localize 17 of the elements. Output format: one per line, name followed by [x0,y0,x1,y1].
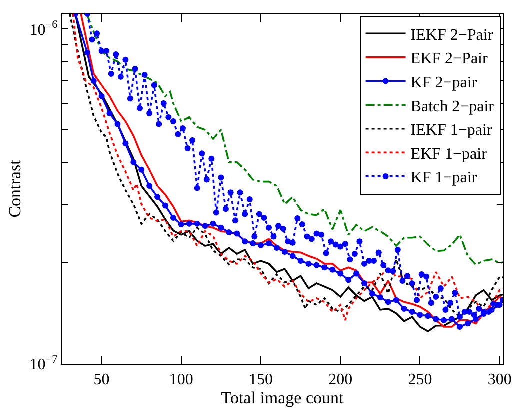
x-tick-label: 100 [169,371,194,388]
x-axis-title: Total image count [221,388,344,408]
x-tick-label: 200 [328,371,353,388]
y-tick-label: 10$^{−7}$ [30,354,58,374]
y-axis-title: Contrast [5,160,24,218]
legend-label: Batch 2−pair [410,98,495,116]
legend-label: KF 2−pair [410,74,478,92]
x-tick-label: 300 [488,371,512,388]
x-tick-label: 50 [94,371,110,388]
y-tick-label: 10$^{−6}$ [30,19,58,39]
x-tick-label: 250 [408,371,432,388]
legend-label: EKF 2−Pair [410,50,488,68]
legend-label: IEKF 1−pair [410,122,493,140]
legend-label: EKF 1−pair [410,146,488,163]
legend-label: IEKF 2−Pair [410,26,494,44]
legend-label: KF 1−pair [410,170,478,187]
x-tick-label: 150 [249,371,274,388]
